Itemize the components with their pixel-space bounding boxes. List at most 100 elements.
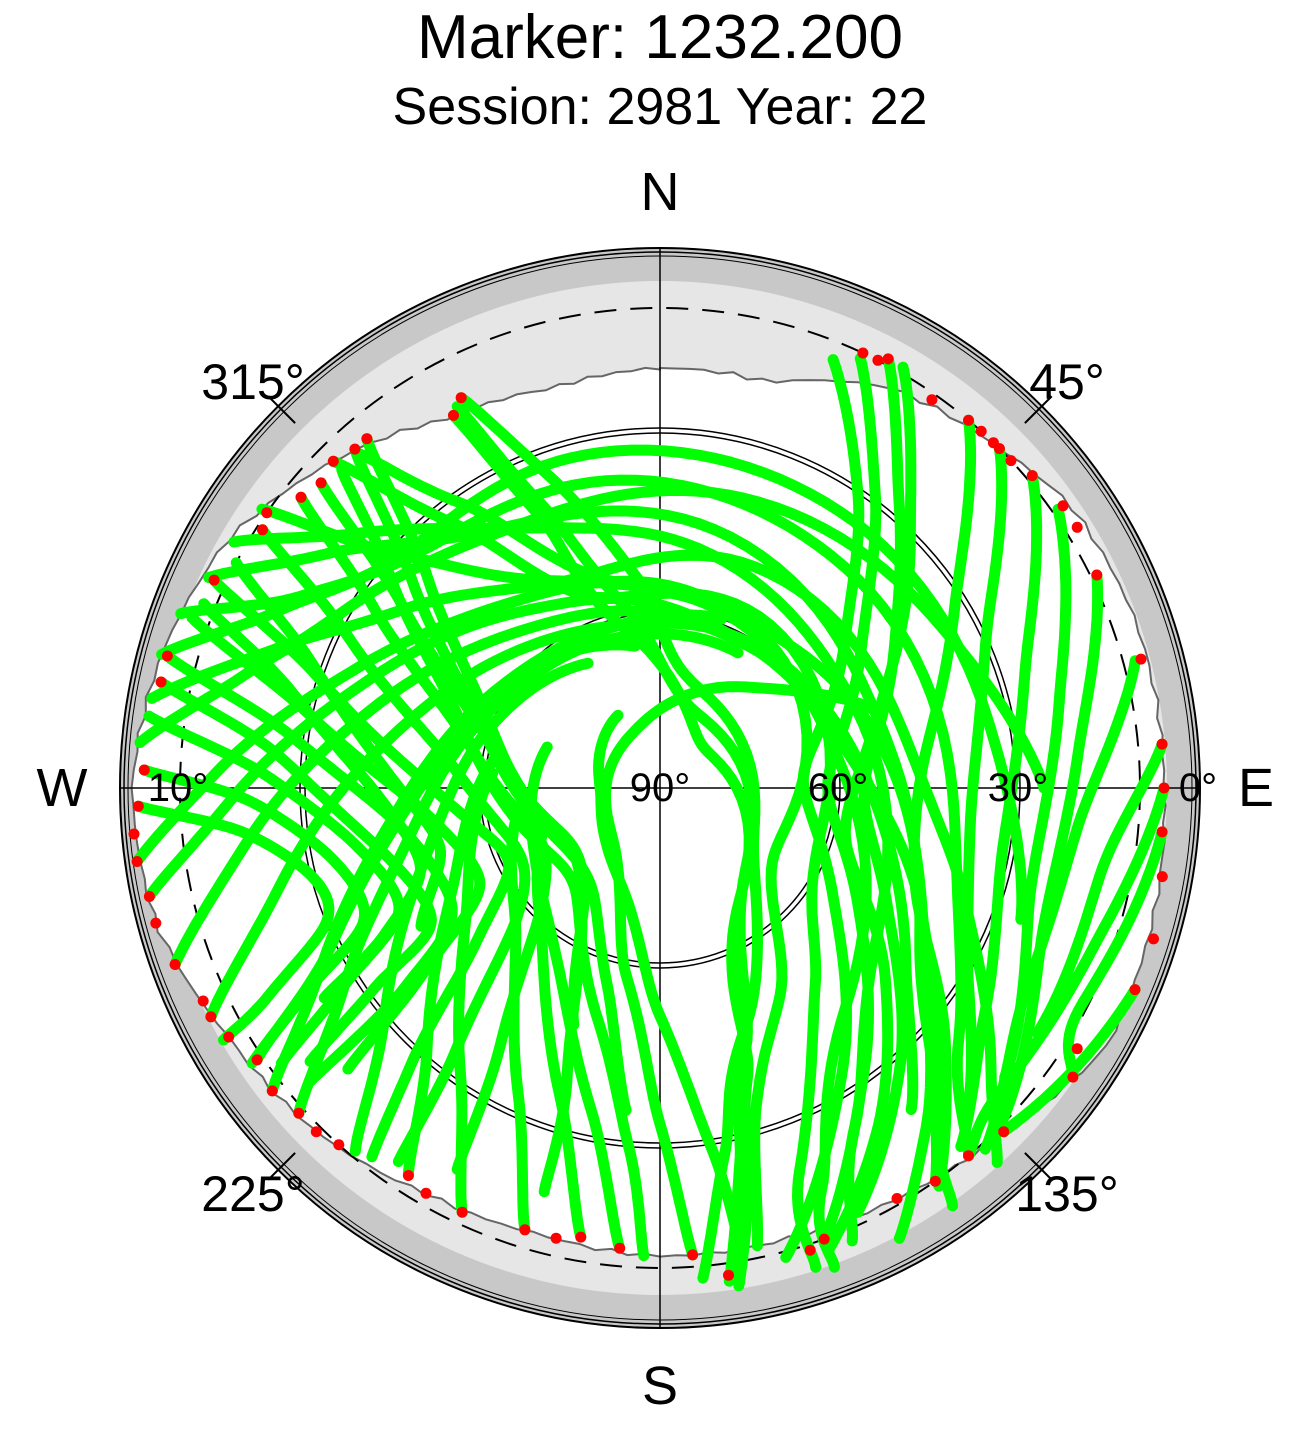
track-endpoint-15 xyxy=(1156,738,1168,750)
elevation-label-30: 30° xyxy=(988,766,1049,810)
track-endpoint-41 xyxy=(266,1085,278,1097)
track-endpoint-29 xyxy=(723,1269,734,1281)
track-endpoint-62 xyxy=(361,433,373,445)
satellite-track-32 xyxy=(293,628,744,1119)
satellite-track-7 xyxy=(955,470,1043,1152)
track-endpoint-27 xyxy=(818,1233,830,1245)
track-endpoint-12 xyxy=(1071,521,1083,533)
satellite-track-34 xyxy=(349,657,594,1157)
satellite-track-4 xyxy=(822,361,917,1256)
track-endpoint-51 xyxy=(132,800,144,812)
elevation-label-60: 60° xyxy=(808,766,869,810)
track-endpoint-55 xyxy=(208,574,220,586)
chart-title: Marker: 1232.200 xyxy=(417,3,903,72)
track-endpoint-32 xyxy=(575,1231,587,1243)
chart-subtitle: Session: 2981 Year: 22 xyxy=(393,78,928,136)
direction-south-label: S xyxy=(642,1356,678,1416)
satellite-track-12 xyxy=(963,782,1170,1162)
track-endpoint-33 xyxy=(550,1232,562,1244)
track-endpoint-23 xyxy=(998,1126,1010,1138)
track-endpoint-56 xyxy=(257,524,268,536)
satellite-tracks xyxy=(131,352,1170,1292)
track-endpoint-36 xyxy=(420,1187,432,1199)
satellite-track-27 xyxy=(131,575,937,1244)
azimuth-label-45: 45° xyxy=(1029,354,1105,410)
track-endpoint-18 xyxy=(1156,871,1168,883)
azimuth-label-315: 315° xyxy=(201,354,304,410)
satellite-track-47 xyxy=(257,524,531,1167)
azimuth-label-225: 225° xyxy=(201,1166,304,1222)
track-endpoint-3 xyxy=(882,353,894,365)
track-endpoint-16 xyxy=(1158,782,1170,794)
satellite-track-26 xyxy=(134,485,1050,794)
azimuth-tick-135 xyxy=(1024,1152,1053,1181)
track-endpoint-20 xyxy=(1129,984,1141,996)
track-endpoint-26 xyxy=(891,1193,903,1204)
polar-axes xyxy=(120,248,1200,1328)
azimuth-tick-45 xyxy=(1024,395,1053,424)
track-endpoint-28 xyxy=(804,1244,816,1256)
track-endpoint-31 xyxy=(614,1242,626,1254)
track-endpoint-64 xyxy=(455,392,467,404)
track-endpoint-30 xyxy=(687,1249,699,1261)
elevation-label-0: 0° xyxy=(1179,766,1217,810)
satellite-track-46 xyxy=(315,477,590,1031)
track-endpoint-8 xyxy=(993,443,1005,455)
satellite-track-54 xyxy=(132,800,335,1046)
satellite-track-52 xyxy=(143,710,405,1069)
track-endpoint-4 xyxy=(926,394,938,406)
polar-plot-area xyxy=(119,247,1201,1329)
track-endpoint-6 xyxy=(975,425,987,437)
direction-east-label: E xyxy=(1238,758,1274,818)
track-endpoint-59 xyxy=(315,477,327,489)
track-endpoint-49 xyxy=(131,856,143,867)
track-endpoint-21 xyxy=(1071,1043,1083,1055)
elevation-label-90: 90° xyxy=(630,766,691,810)
track-endpoint-44 xyxy=(205,1011,217,1023)
track-endpoint-10 xyxy=(1026,470,1038,482)
track-endpoint-11 xyxy=(1057,500,1069,512)
track-endpoint-2 xyxy=(872,354,884,366)
track-endpoint-60 xyxy=(327,455,339,467)
satellite-track-13 xyxy=(1062,826,1168,1083)
track-endpoint-37 xyxy=(402,1170,414,1181)
track-endpoint-63 xyxy=(448,409,459,421)
track-endpoint-17 xyxy=(1156,826,1168,838)
track-endpoint-57 xyxy=(261,507,273,519)
satellite-track-21 xyxy=(228,522,894,1247)
track-endpoint-9 xyxy=(1005,455,1017,467)
track-endpoint-47 xyxy=(150,917,162,929)
track-endpoint-40 xyxy=(293,1107,305,1119)
track-endpoint-34 xyxy=(519,1224,531,1236)
azimuth-tick-315 xyxy=(267,395,296,424)
track-endpoint-48 xyxy=(143,891,155,902)
track-endpoint-39 xyxy=(310,1126,322,1138)
satellite-track-11 xyxy=(1031,738,1168,1039)
track-endpoint-43 xyxy=(223,1031,235,1043)
track-endpoints xyxy=(128,347,1170,1281)
track-endpoint-53 xyxy=(155,676,167,688)
satellite-track-41 xyxy=(593,709,747,1255)
track-endpoint-24 xyxy=(963,1150,974,1162)
satellite-track-55 xyxy=(230,557,446,932)
track-endpoint-50 xyxy=(128,828,140,840)
track-endpoint-5 xyxy=(963,414,974,426)
track-endpoint-14 xyxy=(1135,653,1147,665)
track-endpoint-1 xyxy=(857,347,869,359)
satellite-track-53 xyxy=(138,764,370,1069)
azimuth-label-135: 135° xyxy=(1015,1166,1118,1222)
track-endpoint-19 xyxy=(1148,933,1159,945)
track-endpoint-38 xyxy=(333,1139,345,1151)
track-endpoint-52 xyxy=(138,764,150,776)
axis-labels: N E S W 45° 135° 225° 315° 0° 30° 60° 90… xyxy=(37,162,1275,1416)
satellite-track-6 xyxy=(959,443,1008,1133)
satellite-track-30 xyxy=(205,617,822,1023)
satellite-track-29 xyxy=(169,605,919,1115)
track-endpoint-46 xyxy=(169,959,181,970)
direction-north-label: N xyxy=(641,162,680,222)
azimuth-tick-225 xyxy=(267,1152,296,1181)
satellite-track-56 xyxy=(198,598,426,1004)
track-endpoint-25 xyxy=(929,1175,941,1187)
track-endpoint-22 xyxy=(1067,1071,1079,1083)
track-endpoint-13 xyxy=(1091,569,1103,581)
